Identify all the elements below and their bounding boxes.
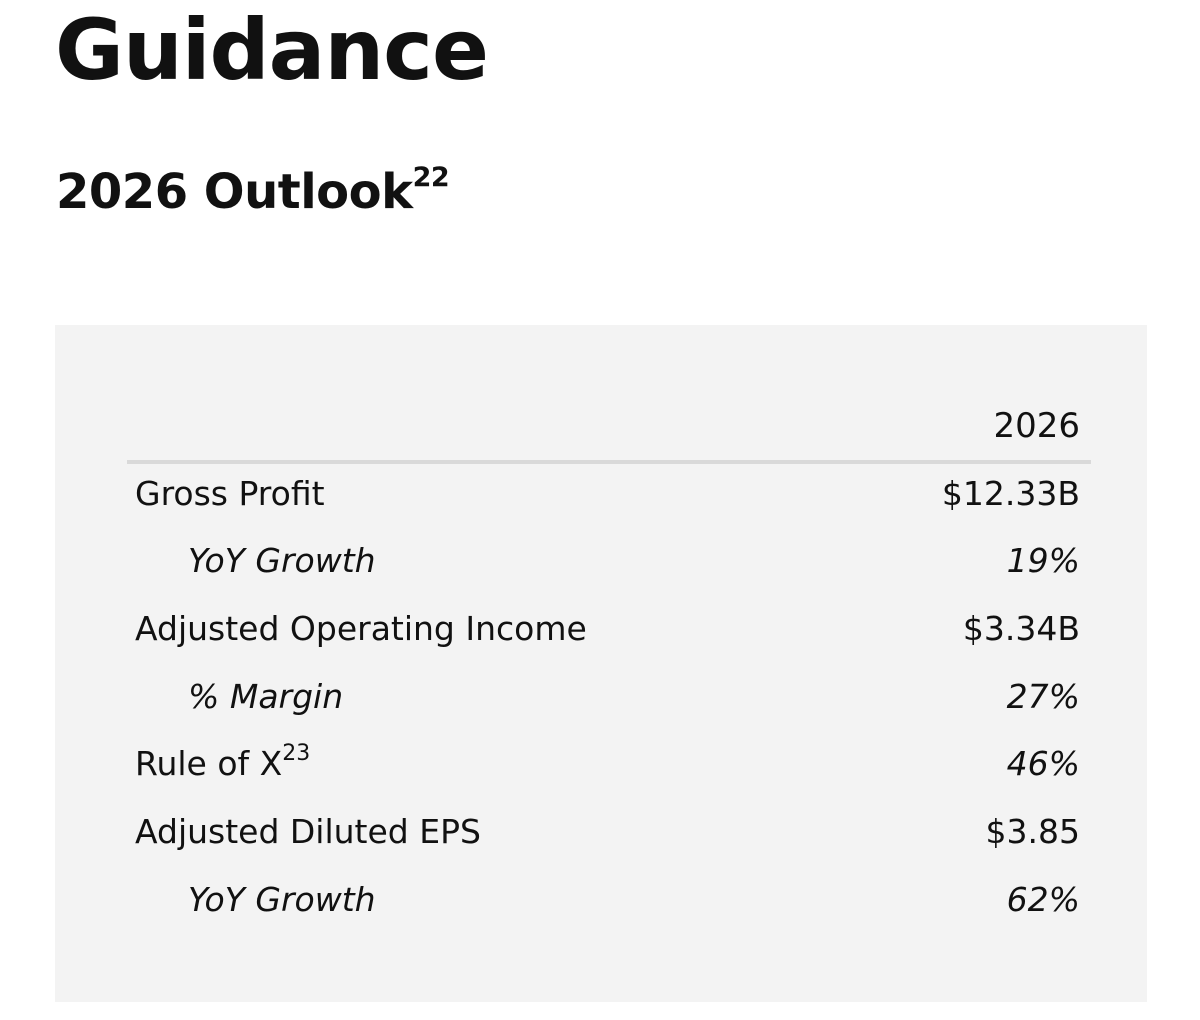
section-title: 2026 Outlook22 [56, 160, 450, 224]
table-row-gross-profit: Gross Profit $12.33B [135, 471, 1080, 517]
table-row-rule-of-x: Rule of X23 46% [135, 741, 1080, 787]
table-row-eps-yoy-growth: YoY Growth 62% [135, 877, 1080, 923]
row-value: 19% [1006, 541, 1080, 580]
row-label: Adjusted Diluted EPS [135, 812, 481, 851]
row-label: Gross Profit [135, 474, 325, 513]
section-title-text: 2026 Outlook [56, 164, 413, 220]
footnote-marker: 22 [412, 162, 450, 193]
header-divider [127, 460, 1091, 464]
row-value: 27% [1006, 677, 1080, 716]
table-row-adjusted-diluted-eps: Adjusted Diluted EPS $3.85 [135, 809, 1080, 855]
footnote-marker: 23 [282, 741, 311, 766]
table-row-gross-profit-yoy-growth: YoY Growth 19% [135, 538, 1080, 584]
table-row-margin: % Margin 27% [135, 674, 1080, 720]
row-label: YoY Growth [188, 541, 376, 580]
row-label: Adjusted Operating Income [135, 609, 587, 648]
row-label: Rule of X23 [135, 741, 310, 787]
row-value: 46% [1006, 744, 1080, 783]
row-label: YoY Growth [188, 880, 376, 919]
column-header-year: 2026 [993, 406, 1080, 446]
page-title: Guidance [55, 1, 489, 99]
row-label: % Margin [188, 677, 344, 716]
row-value: $3.34B [962, 609, 1080, 648]
row-label-text: Rule of X [135, 744, 283, 783]
row-value: 62% [1006, 880, 1080, 919]
row-value: $12.33B [941, 474, 1080, 513]
table-row-adjusted-operating-income: Adjusted Operating Income $3.34B [135, 606, 1080, 652]
row-value: $3.85 [985, 812, 1080, 851]
guidance-table-panel: 2026 Gross Profit $12.33B YoY Growth 19%… [55, 325, 1147, 1002]
